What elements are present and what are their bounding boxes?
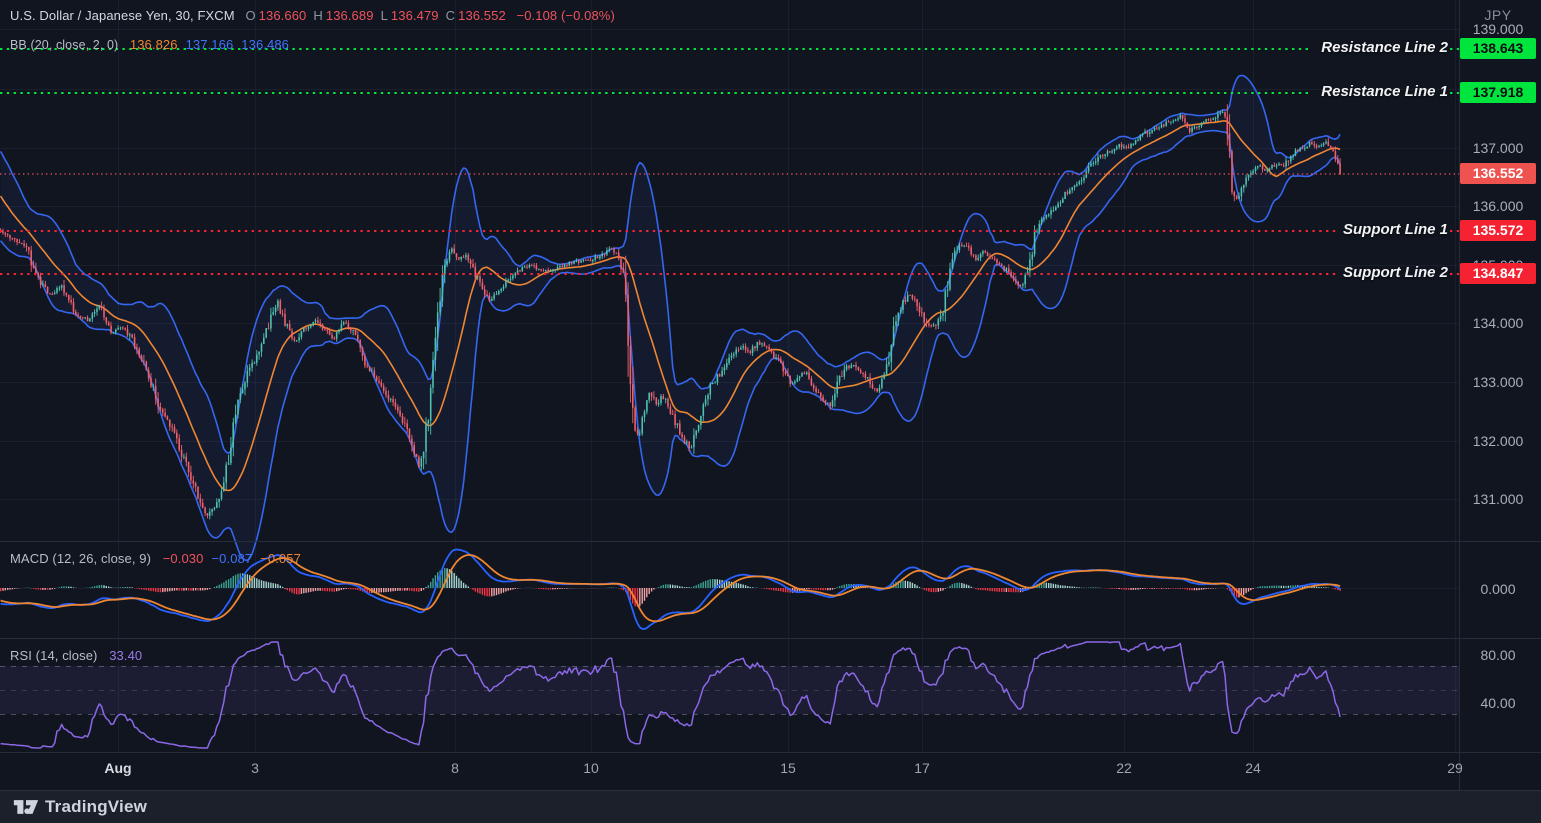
price-change: −0.108 (−0.08%) [516,8,615,23]
price-scale-tick: 80.00 [1480,647,1516,663]
price-scale-separator [1459,0,1460,790]
time-axis-separator [0,752,1541,753]
macd-indicator-header[interactable]: MACD (12, 26, close, 9) −0.030 −0.087 −0.0… [10,551,301,566]
time-axis-tick-10[interactable]: 10 [583,760,599,776]
macd-histogram-neg [0,588,1341,607]
time-axis-tick-24[interactable]: 24 [1245,760,1261,776]
rsi-label[interactable]: RSI (14, close) [10,648,98,663]
ohlc-values: O 136.660 H 136.689 L 136.479 C 136.552 [238,8,505,23]
bollinger-upper-band [0,74,1341,455]
price-scale-tick: 139.000 [1472,21,1524,37]
tradingview-logo-icon[interactable] [13,797,39,817]
ohlc-c: C 136.552 [445,8,506,23]
support-badge[interactable]: 135.572 [1460,220,1536,241]
ohlc-o: O 136.660 [245,8,307,23]
time-axis-tick-22[interactable]: 22 [1116,760,1132,776]
support-line-1-label[interactable]: Support Line 1 [1343,221,1448,238]
macd-value: −0.030 [162,551,204,566]
footer-bar: TradingView [0,790,1541,823]
macd-value: −0.057 [260,551,301,566]
support-badge[interactable]: 134.847 [1460,263,1536,284]
pane-separator-macd-rsi[interactable] [0,638,1541,639]
time-axis-tick-17[interactable]: 17 [914,760,930,776]
bb-value: 136.826 [129,37,178,52]
price-scale-currency[interactable]: JPY [1484,7,1512,23]
time-axis-tick-3[interactable]: 3 [251,760,259,776]
macd-value: −0.087 [211,551,253,566]
time-axis-tick-15[interactable]: 15 [780,760,796,776]
price-scale-tick: 40.00 [1480,695,1516,711]
tradingview-wordmark[interactable]: TradingView [45,797,148,816]
bb-indicator-header[interactable]: BB (20, close, 2, 0) 136.826 137.166 136.4… [10,37,289,52]
price-scale-tick: 133.000 [1472,374,1524,390]
bb-value: 136.486 [241,37,289,52]
price-scale-tick: 0.000 [1480,581,1516,597]
bollinger-band-fill [0,75,1341,561]
time-axis-tick-aug[interactable]: Aug [104,760,132,776]
price-scale-tick: 137.000 [1472,140,1524,156]
resistance-badge[interactable]: 137.918 [1460,82,1536,103]
symbol-header[interactable]: U.S. Dollar / Japanese Yen, 30, FXCM O 13… [10,8,615,23]
bb-values: 136.826 137.166 136.486 [122,37,289,52]
resistance-line-1-label[interactable]: Resistance Line 1 [1321,83,1448,100]
bollinger-lower-band [0,129,1341,562]
time-axis-tick-8[interactable]: 8 [451,760,459,776]
resistance-line-2-label[interactable]: Resistance Line 2 [1321,39,1448,56]
last-price-badge[interactable]: 136.552 [1460,163,1536,184]
ohlc-l: L 136.479 [380,8,439,23]
macd-line [0,548,1341,630]
rsi-indicator-header[interactable]: RSI (14, close) 33.40 [10,648,142,663]
resistance-badge[interactable]: 138.643 [1460,38,1536,59]
main-chart-canvas[interactable] [0,0,1459,790]
bb-value: 137.166 [185,37,234,52]
price-scale-tick: 134.000 [1472,315,1524,331]
rsi-line [0,641,1341,749]
macd-values: −0.030 −0.087 −0.057 [155,551,301,566]
rsi-value: 33.40 [109,648,143,663]
pane-separator-main-macd[interactable] [0,541,1541,542]
ohlc-h: H 136.689 [313,8,374,23]
price-scale-tick: 136.000 [1472,198,1524,214]
bb-label[interactable]: BB (20, close, 2, 0) [10,38,119,52]
price-scale-tick: 131.000 [1472,491,1524,507]
support-line-2-label[interactable]: Support Line 2 [1343,264,1448,281]
time-axis-tick-29[interactable]: 29 [1447,760,1463,776]
macd-signal-line [0,554,1341,623]
price-scale-tick: 132.000 [1472,433,1524,449]
macd-label[interactable]: MACD (12, 26, close, 9) [10,551,152,566]
symbol-title[interactable]: U.S. Dollar / Japanese Yen, 30, FXCM [10,8,235,23]
